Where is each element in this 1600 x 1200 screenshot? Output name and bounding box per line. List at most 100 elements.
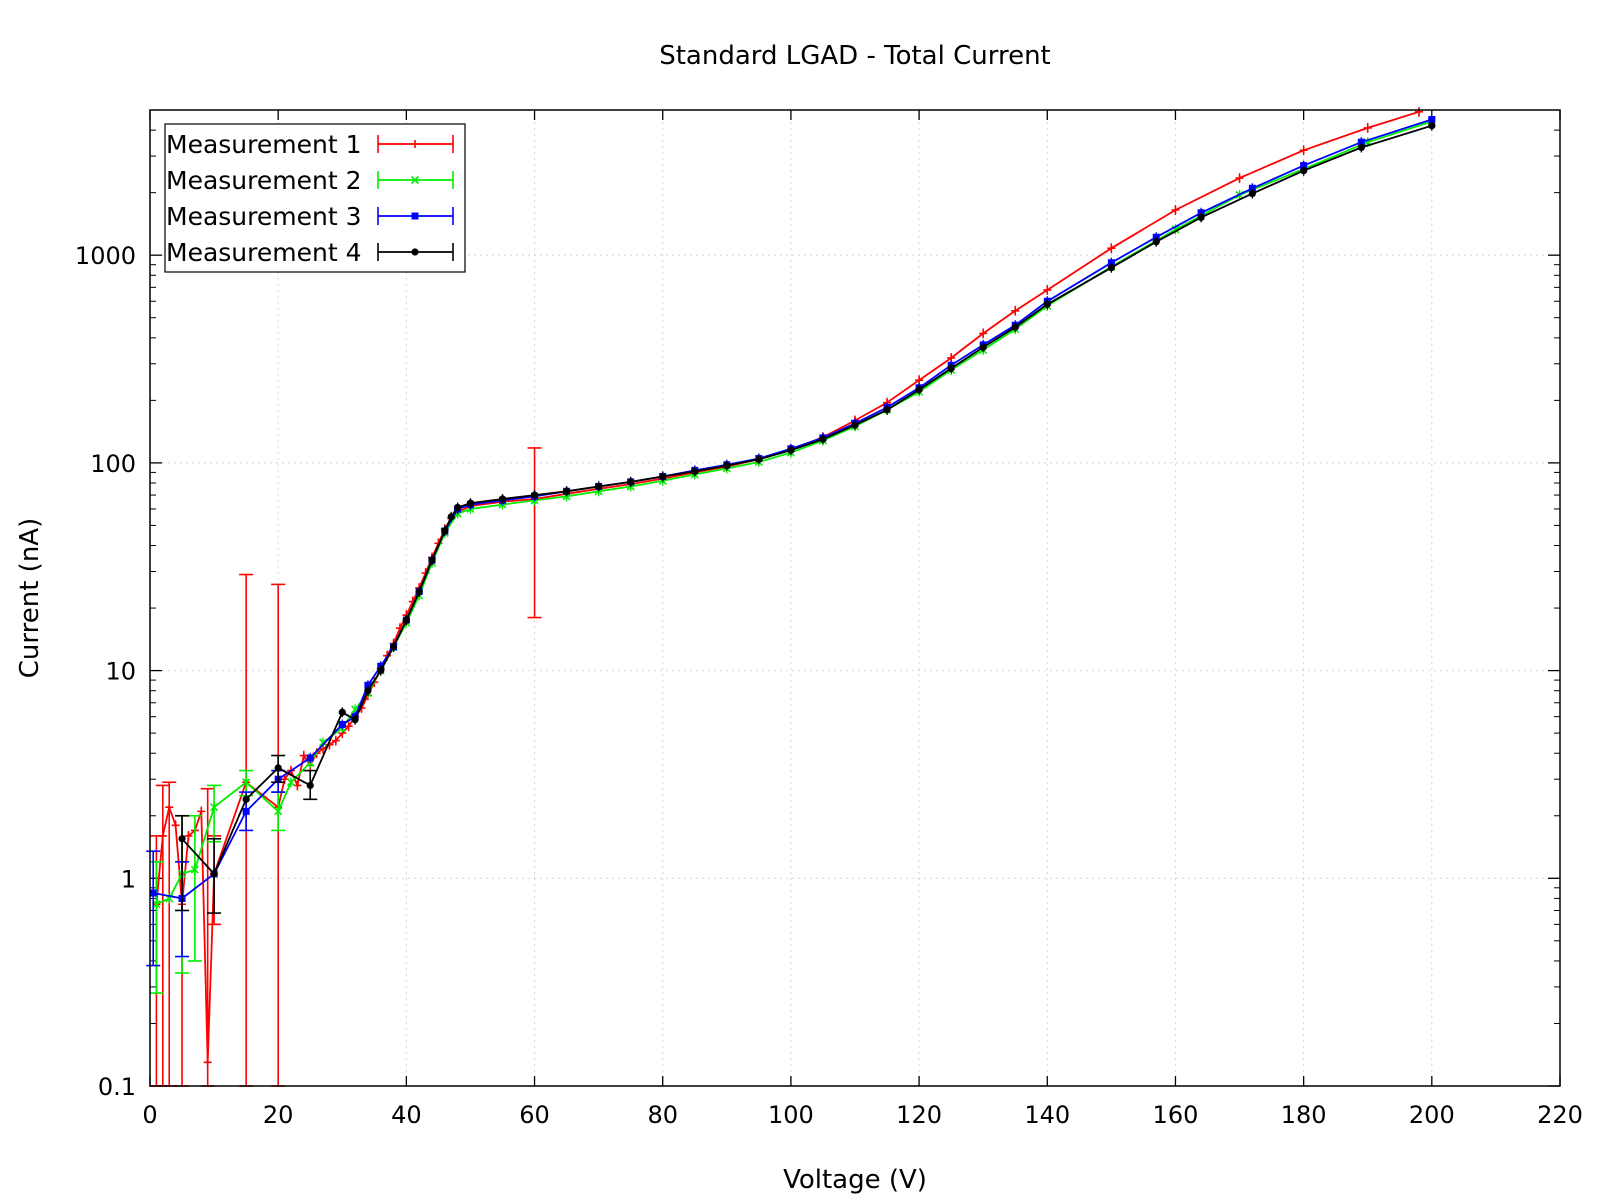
data-point <box>454 503 462 512</box>
data-point <box>364 687 372 695</box>
data-point <box>331 736 340 745</box>
data-point <box>364 681 372 689</box>
data-point <box>659 472 667 481</box>
plot-frame <box>149 109 1561 1087</box>
data-point <box>1428 122 1436 130</box>
data-point <box>1107 259 1115 267</box>
x-tick-label: 60 <box>519 1101 550 1129</box>
data-point <box>338 721 346 729</box>
x-tick-label: 140 <box>1024 1101 1070 1129</box>
data-point <box>466 499 475 507</box>
data-point <box>562 487 571 495</box>
legend-box <box>164 123 466 273</box>
legend: Measurement 1 Measurement 2 Measurement 3 M… <box>164 123 466 273</box>
data-point <box>344 722 353 731</box>
data-point <box>197 807 206 816</box>
data-point <box>441 527 449 535</box>
data-point <box>210 803 219 812</box>
x-tick-label: 220 <box>1537 1101 1583 1129</box>
data-point <box>184 831 193 840</box>
legend-marker <box>411 212 419 220</box>
y-tick-label: 1000 <box>75 242 136 270</box>
data-point <box>755 455 763 463</box>
x-tick-label: 180 <box>1281 1101 1327 1129</box>
data-point <box>819 435 827 443</box>
x-tick-label: 120 <box>896 1101 942 1129</box>
data-point <box>979 329 988 338</box>
data-point <box>152 900 161 909</box>
data-point <box>1152 238 1160 246</box>
data-point <box>1363 123 1372 132</box>
legend-label: Measurement 4 <box>166 238 361 267</box>
legend-marker <box>411 248 419 256</box>
y-tick-label: 100 <box>90 450 136 478</box>
data-point <box>595 482 603 491</box>
data-point <box>242 795 250 803</box>
data-point <box>377 666 385 675</box>
y-tick-label: 1 <box>121 865 136 893</box>
data-point <box>1300 167 1308 175</box>
data-point <box>415 588 423 596</box>
x-tick-label: 20 <box>263 1101 294 1129</box>
data-point <box>915 386 923 394</box>
legend-label: Measurement 1 <box>166 130 361 159</box>
data-point <box>787 446 795 454</box>
y-tick-label: 0.1 <box>98 1073 136 1101</box>
legend-label: Measurement 2 <box>166 166 361 195</box>
legend-marker <box>411 140 419 148</box>
y-tick-label: 10 <box>105 658 136 686</box>
data-point <box>338 708 346 716</box>
data-point <box>979 343 987 351</box>
data-point <box>1248 184 1256 192</box>
data-point <box>498 495 507 503</box>
data-point <box>447 513 455 521</box>
x-tick-label: 0 <box>142 1101 157 1129</box>
data-point <box>242 778 251 787</box>
series-4 <box>175 120 1436 914</box>
data-point <box>190 865 199 874</box>
legend-label: Measurement 3 <box>166 202 361 231</box>
chart-title: Standard LGAD - Total Current <box>659 41 1051 71</box>
x-tick-label: 80 <box>647 1101 678 1129</box>
data-point <box>203 1058 212 1067</box>
data-point <box>351 716 359 724</box>
data-point <box>1011 306 1020 315</box>
data-point <box>1235 174 1244 183</box>
data-point <box>286 778 296 787</box>
data-point <box>428 556 436 564</box>
data-point <box>723 462 731 470</box>
data-point <box>165 803 174 812</box>
legend-marker <box>410 175 420 185</box>
data-point <box>691 467 699 475</box>
data-point <box>1171 206 1180 215</box>
data-point <box>149 889 157 897</box>
data-point <box>178 835 186 843</box>
series-line <box>181 124 1433 876</box>
data-point <box>883 406 891 414</box>
data-point <box>158 831 167 840</box>
data-point <box>299 751 308 760</box>
x-tick-label: 100 <box>768 1101 814 1129</box>
data-point <box>1197 213 1205 222</box>
data-point <box>402 616 410 624</box>
x-tick-label: 40 <box>391 1101 422 1129</box>
data-point <box>318 738 328 747</box>
data-point <box>1043 285 1052 294</box>
data-point <box>1011 323 1019 331</box>
x-tick-label: 200 <box>1409 1101 1455 1129</box>
data-point <box>389 643 398 651</box>
data-point <box>1357 138 1365 146</box>
data-point <box>274 807 283 816</box>
data-series <box>146 106 1436 1087</box>
data-point <box>1357 143 1365 152</box>
data-point <box>242 807 250 815</box>
data-point <box>274 764 282 772</box>
data-point <box>851 421 859 429</box>
data-point <box>1043 300 1051 308</box>
data-point <box>1300 162 1308 170</box>
data-point <box>1248 189 1256 198</box>
data-point <box>1107 264 1115 272</box>
data-point <box>171 821 180 830</box>
